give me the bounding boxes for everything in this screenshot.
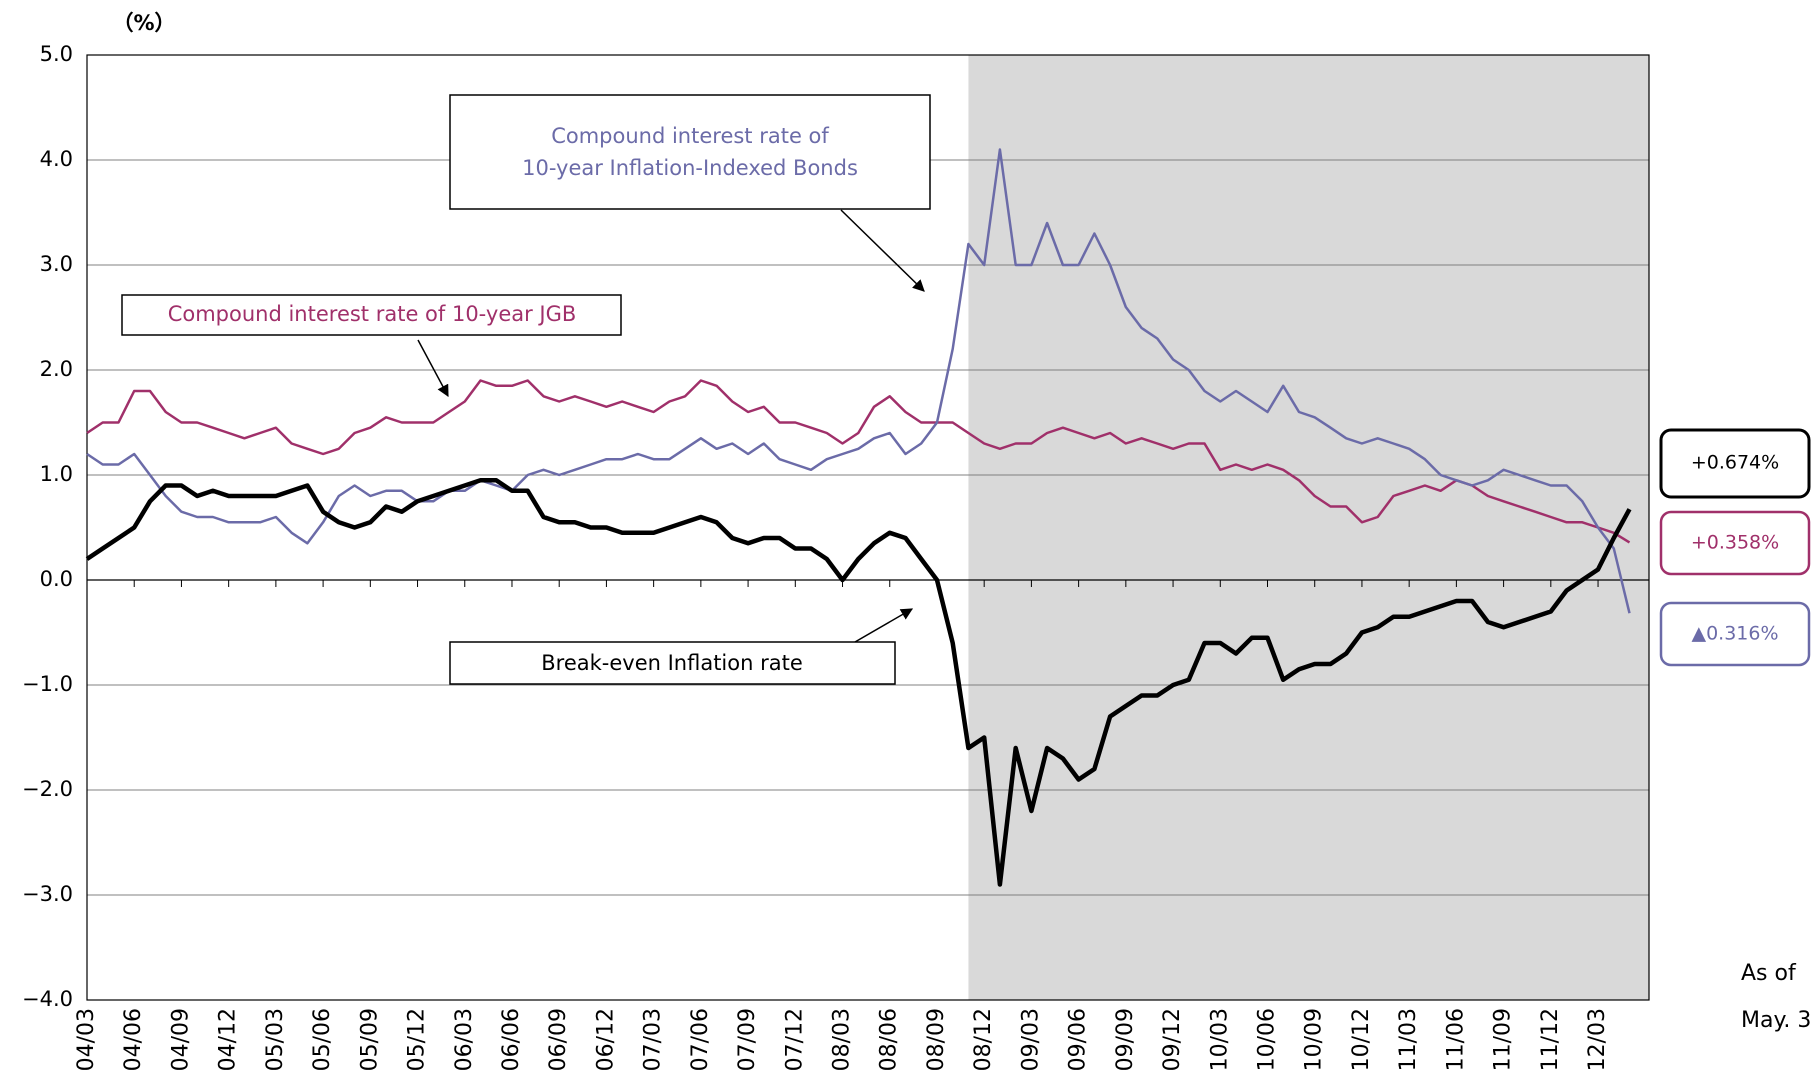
end-value-label: ▲0.316% [1691,623,1778,645]
y-tick-label: 3.0 [40,252,73,276]
x-tick-label: 07/12 [782,1008,807,1071]
x-tick-label: 05/03 [263,1008,288,1071]
end-value-box [1659,428,1811,499]
x-tick-label: 05/12 [405,1008,430,1071]
x-tick-label: 08/12 [971,1008,996,1071]
annotation-text: Compound interest rate of 10-year JGB [168,302,577,326]
shaded-period [968,55,1649,1000]
x-tick-label: 10/09 [1302,1008,1327,1071]
series-line [86,379,1631,544]
x-tick-label: 08/09 [924,1008,949,1071]
series-line [85,478,1632,887]
annotation-arrow [840,209,925,292]
x-tick-label: 11/12 [1538,1008,1563,1071]
x-tick-label: 11/03 [1396,1008,1421,1071]
y-tick-label: 5.0 [40,42,73,66]
x-tick-label: 11/06 [1443,1008,1468,1071]
annotation-text: 10-year Inflation-Indexed Bonds [522,156,858,180]
x-tick-label: 12/03 [1585,1008,1610,1071]
x-tick-label: 10/03 [1207,1008,1232,1071]
x-tick-label: 04/06 [121,1008,146,1071]
x-tick-label: 05/06 [310,1008,335,1071]
x-tick-label: 07/06 [688,1008,713,1071]
y-tick-label: −2.0 [22,777,73,801]
y-tick-label: −3.0 [22,882,73,906]
y-tick-label: −1.0 [22,672,73,696]
as-of-note: As of [1741,961,1797,986]
x-tick-label: 06/06 [499,1008,524,1071]
y-tick-label: 1.0 [40,462,73,486]
end-value-label: +0.674% [1691,452,1779,474]
x-tick-label: 11/09 [1491,1008,1516,1071]
x-tick-label: 09/06 [1066,1008,1091,1071]
annotation-arrow [854,608,914,643]
x-tick-label: 06/03 [452,1008,477,1071]
plot-frame [86,54,1650,1001]
x-tick-label: 09/12 [1160,1008,1185,1071]
x-tick-label: 05/09 [357,1008,382,1071]
annotation-box [449,94,931,210]
x-tick-label: 04/03 [74,1008,99,1071]
unit-label: （%） [112,11,175,35]
annotation-text: Compound interest rate of [551,124,829,148]
x-tick-label: 09/09 [1113,1008,1138,1071]
annotation-box [121,294,622,336]
end-value-box [1659,510,1811,576]
x-tick-label: 08/03 [830,1008,855,1071]
annotation-box [449,641,896,685]
y-tick-label: 4.0 [40,147,73,171]
x-tick-label: 06/12 [593,1008,618,1071]
series-line [86,148,1631,614]
y-tick-label: −4.0 [22,987,73,1011]
as-of-note: May. 3 [1741,1008,1811,1033]
end-value-label: +0.358% [1691,532,1779,554]
y-tick-label: 2.0 [40,357,73,381]
x-tick-label: 07/03 [641,1008,666,1071]
x-tick-label: 07/09 [735,1008,760,1071]
y-tick-label: 0.0 [40,567,73,591]
x-tick-label: 08/06 [877,1008,902,1071]
annotation-arrow [417,339,449,398]
x-tick-label: 06/09 [546,1008,571,1071]
x-tick-label: 10/06 [1255,1008,1280,1071]
x-tick-label: 09/03 [1018,1008,1043,1071]
x-tick-label: 10/12 [1349,1008,1374,1071]
end-value-box [1659,601,1811,667]
annotation-text: Break-even Inflation rate [541,651,803,675]
x-tick-label: 04/09 [168,1008,193,1071]
x-tick-label: 04/12 [216,1008,241,1071]
